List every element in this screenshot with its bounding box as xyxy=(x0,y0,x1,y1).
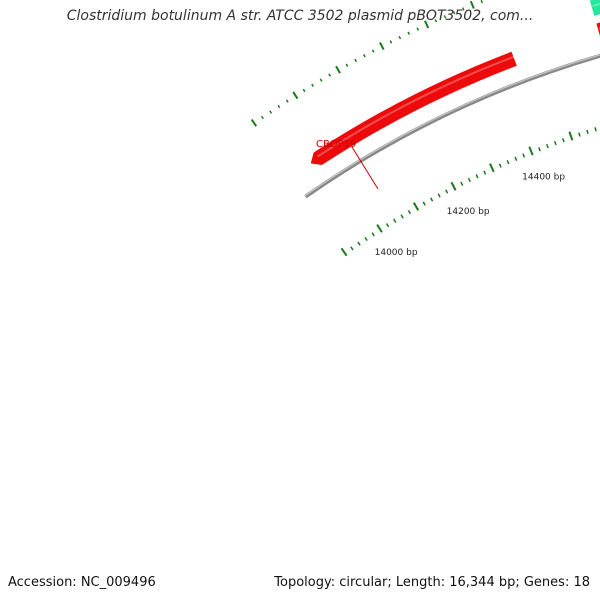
outer-tick-mark xyxy=(260,115,264,120)
outer-tick-mark xyxy=(434,19,438,23)
inner-tick-mark xyxy=(350,246,354,251)
inner-tick-mark xyxy=(561,138,565,143)
inner-tick-mark xyxy=(340,247,348,257)
outer-tick-mark xyxy=(354,58,358,63)
inner-tick-mark xyxy=(450,181,457,191)
outer-tick-ring xyxy=(250,0,484,127)
outer-tick-mark xyxy=(285,99,289,103)
inner-tick-mark xyxy=(400,214,404,219)
inner-tick-mark xyxy=(506,160,510,165)
outer-tick-mark xyxy=(416,27,420,31)
inner-tick-mark xyxy=(430,197,434,202)
backbone-ring xyxy=(304,53,600,199)
inner-tick-mark xyxy=(483,170,487,175)
outer-tick-mark xyxy=(480,0,484,4)
inner-tick-mark xyxy=(546,144,549,149)
outer-tick-mark xyxy=(363,54,366,58)
genome-info-text: Topology: circular; Length: 16,344 bp; G… xyxy=(274,575,590,590)
feature-highlight xyxy=(316,55,514,158)
outer-tick-mark xyxy=(250,118,258,127)
feature-track xyxy=(310,0,600,166)
outer-tick-mark xyxy=(311,83,314,87)
inner-tick-mark xyxy=(489,163,495,173)
outer-tick-mark xyxy=(424,20,430,29)
inner-tick-ring xyxy=(340,127,597,257)
inner-tick-mark xyxy=(376,224,383,233)
outer-tick-mark xyxy=(443,15,447,19)
inner-tick-mark xyxy=(412,202,420,211)
outer-tick-mark xyxy=(469,0,475,9)
feature-label-cbop19: CBOP19 xyxy=(316,139,356,150)
outer-tick-mark xyxy=(379,42,385,51)
accession-text: Accession: NC_009496 xyxy=(8,575,156,590)
inner-tick-mark xyxy=(364,236,368,242)
outer-tick-mark xyxy=(389,40,393,44)
inner-tick-mark xyxy=(393,218,397,223)
inner-tick-mark xyxy=(538,147,541,152)
plasmid-backbone xyxy=(304,53,600,199)
inner-tick-mark xyxy=(445,189,449,194)
outer-tick-mark xyxy=(292,91,299,100)
outer-tick-mark xyxy=(398,35,402,40)
inner-tick-mark xyxy=(528,146,534,156)
inner-tick-mark xyxy=(422,201,426,206)
inner-tick-mark xyxy=(594,127,597,132)
outer-tick-mark xyxy=(277,104,281,109)
feature-labels: CBOP19 xyxy=(316,139,379,190)
gene-feature xyxy=(589,0,600,16)
cds-feature xyxy=(310,51,517,166)
outer-tick-mark xyxy=(319,78,323,82)
label-leader-line xyxy=(351,146,379,190)
inner-tick-mark xyxy=(460,181,464,186)
outer-tick-mark xyxy=(371,49,375,53)
inner-tick-mark xyxy=(437,193,441,198)
backbone-highlight xyxy=(304,54,600,197)
cds-feature xyxy=(596,22,600,37)
inner-tick-mark xyxy=(467,177,471,183)
tick-label: 14200 bp xyxy=(447,207,490,217)
inner-tick-mark xyxy=(498,163,502,168)
inner-tick-mark xyxy=(407,209,412,215)
inner-tick-mark xyxy=(385,223,390,228)
inner-tick-mark xyxy=(568,131,574,141)
inner-tick-mark xyxy=(371,232,375,237)
inner-tick-mark xyxy=(586,129,589,135)
tick-label: 14000 bp xyxy=(375,248,418,258)
outer-tick-mark xyxy=(345,63,349,67)
inner-tick-mark xyxy=(357,241,361,246)
inner-tick-mark xyxy=(578,132,581,137)
inner-tick-mark xyxy=(475,174,479,179)
outer-tick-mark xyxy=(452,11,456,15)
outer-tick-mark xyxy=(335,65,341,74)
inner-tick-mark xyxy=(553,141,557,146)
inner-tick-mark xyxy=(514,156,518,161)
inner-tick-mark xyxy=(522,153,526,158)
outer-tick-mark xyxy=(269,110,273,114)
page-title: Clostridium botulinum A str. ATCC 3502 p… xyxy=(66,8,534,24)
outer-tick-mark xyxy=(407,31,411,35)
outer-tick-mark xyxy=(462,7,465,11)
outer-tick-mark xyxy=(328,73,332,77)
outer-tick-mark xyxy=(302,88,306,93)
tick-label: 14400 bp xyxy=(522,173,565,183)
